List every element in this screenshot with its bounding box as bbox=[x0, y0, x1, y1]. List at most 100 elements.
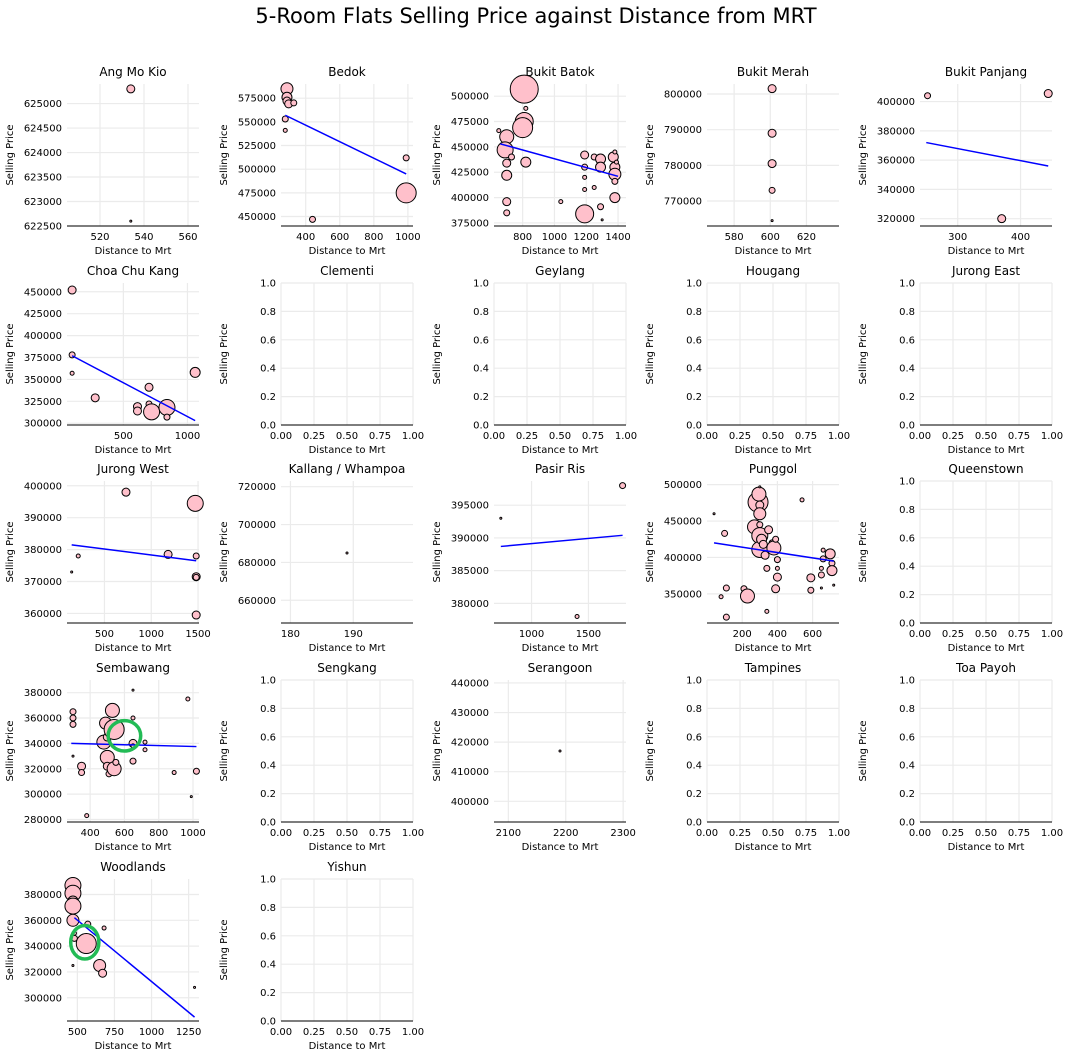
data-point bbox=[290, 99, 298, 107]
y-tick-label: 0.8 bbox=[899, 505, 915, 516]
y-tick-label: 0.6 bbox=[899, 533, 915, 544]
data-point bbox=[520, 156, 532, 168]
y-tick-label: 0.6 bbox=[899, 335, 915, 346]
subplot-title: Bukit Panjang bbox=[945, 65, 1027, 79]
data-point bbox=[501, 169, 513, 181]
data-point bbox=[112, 758, 120, 766]
x-axis-label: Distance to Mrt bbox=[522, 842, 599, 853]
data-point bbox=[98, 968, 108, 978]
data-point bbox=[186, 494, 204, 512]
x-tick-label: 1.00 bbox=[402, 1027, 424, 1038]
y-tick-label: 350000 bbox=[664, 589, 702, 600]
data-point bbox=[613, 159, 619, 165]
subplot-title: Woodlands bbox=[100, 860, 166, 874]
fit-line bbox=[926, 141, 1049, 167]
x-tick-label: 0.00 bbox=[909, 828, 931, 839]
subplot-title: Ang Mo Kio bbox=[99, 65, 166, 79]
y-tick-label: 430000 bbox=[451, 708, 489, 719]
x-tick-label: 600 bbox=[330, 232, 349, 243]
y-axis-label: Selling Price bbox=[858, 521, 869, 582]
y-axis-label: Selling Price bbox=[219, 720, 230, 781]
data-point bbox=[121, 487, 131, 497]
data-point bbox=[64, 897, 82, 915]
y-tick-label: 0.0 bbox=[686, 421, 702, 432]
y-tick-label: 375000 bbox=[24, 353, 62, 364]
y-tick-label: 400000 bbox=[24, 331, 62, 342]
data-point bbox=[767, 84, 777, 94]
y-tick-label: 0.0 bbox=[473, 421, 489, 432]
x-tick-label: 600 bbox=[761, 232, 780, 243]
y-axis-label: Selling Price bbox=[5, 720, 16, 781]
x-tick-label: 0.00 bbox=[696, 431, 718, 442]
y-tick-label: 350000 bbox=[24, 375, 62, 386]
x-tick-label: 0.75 bbox=[1008, 431, 1030, 442]
data-point bbox=[763, 564, 771, 572]
x-tick-label: 300 bbox=[948, 232, 967, 243]
data-point bbox=[509, 74, 539, 104]
subplot: 400 600 800 1000 280000 300000 320000 340000 360… bbox=[5, 661, 206, 853]
y-tick-label: 425000 bbox=[24, 309, 62, 320]
x-tick-label: 1000 bbox=[175, 431, 200, 442]
subplot: 0.00 0.25 0.50 0.75 1.00 0.0 0.2 0.4 0.6 0.8 1.0 Ge… bbox=[432, 264, 637, 456]
x-axis-label: Distance to Mrt bbox=[95, 445, 172, 456]
data-point bbox=[799, 497, 805, 503]
data-point bbox=[600, 218, 604, 222]
data-point bbox=[507, 153, 515, 161]
y-tick-label: 0.6 bbox=[686, 732, 702, 743]
data-point bbox=[192, 552, 200, 560]
y-tick-label: 660000 bbox=[238, 596, 276, 607]
y-tick-label: 0.0 bbox=[686, 818, 702, 829]
data-point bbox=[721, 529, 729, 537]
y-tick-label: 1.0 bbox=[899, 676, 915, 687]
data-point bbox=[751, 486, 767, 502]
y-axis-label: Selling Price bbox=[432, 521, 443, 582]
data-point bbox=[924, 92, 932, 100]
data-point bbox=[767, 128, 777, 138]
y-tick-label: 340000 bbox=[24, 942, 62, 953]
data-point bbox=[767, 159, 777, 169]
data-point bbox=[609, 192, 621, 204]
y-tick-label: 380000 bbox=[24, 545, 62, 556]
y-tick-label: 0.6 bbox=[899, 732, 915, 743]
x-axis-label: Distance to Mrt bbox=[948, 445, 1025, 456]
x-tick-label: 540 bbox=[134, 232, 153, 243]
x-axis-label: Distance to Mrt bbox=[522, 246, 599, 257]
y-tick-label: 450000 bbox=[451, 142, 489, 153]
data-point bbox=[142, 739, 148, 745]
y-tick-label: 0.8 bbox=[473, 307, 489, 318]
y-tick-label: 400000 bbox=[877, 97, 915, 108]
y-tick-label: 0.2 bbox=[260, 392, 276, 403]
data-point bbox=[582, 186, 588, 192]
y-tick-label: 624000 bbox=[24, 148, 62, 159]
y-tick-label: 320000 bbox=[24, 967, 62, 978]
subplot: 500 750 1000 1250 300000 320000 340000 360000 38… bbox=[5, 860, 201, 1052]
data-point bbox=[496, 128, 502, 134]
y-axis-label: Selling Price bbox=[5, 323, 16, 384]
y-tick-label: 360000 bbox=[877, 156, 915, 167]
y-axis-label: Selling Price bbox=[645, 124, 656, 185]
x-axis-label: Distance to Mrt bbox=[735, 445, 812, 456]
x-tick-label: 0.75 bbox=[369, 828, 391, 839]
x-tick-label: 1000 bbox=[395, 232, 420, 243]
hand-drawn-circle-annotation bbox=[68, 923, 101, 961]
data-point bbox=[502, 158, 512, 168]
fit-line bbox=[73, 917, 196, 1018]
data-point bbox=[774, 565, 780, 571]
y-tick-label: 0.2 bbox=[260, 789, 276, 800]
y-tick-label: 790000 bbox=[664, 125, 702, 136]
data-point bbox=[67, 285, 77, 295]
x-tick-label: 0.75 bbox=[582, 431, 604, 442]
x-tick-label: 1250 bbox=[176, 1027, 201, 1038]
data-point bbox=[739, 588, 755, 604]
y-axis-label: Selling Price bbox=[219, 124, 230, 185]
x-tick-label: 0.50 bbox=[762, 431, 784, 442]
subplot: 0.00 0.25 0.50 0.75 1.00 0.0 0.2 0.4 0.6 0.8 1.0 Ho… bbox=[645, 264, 850, 456]
y-tick-label: 0.0 bbox=[899, 421, 915, 432]
data-point bbox=[130, 715, 136, 721]
y-tick-label: 0.0 bbox=[260, 1017, 276, 1028]
data-point bbox=[764, 608, 770, 614]
x-tick-label: 1.00 bbox=[828, 828, 850, 839]
data-point bbox=[807, 586, 815, 594]
x-tick-label: 800 bbox=[513, 232, 532, 243]
x-axis-label: Distance to Mrt bbox=[735, 643, 812, 654]
